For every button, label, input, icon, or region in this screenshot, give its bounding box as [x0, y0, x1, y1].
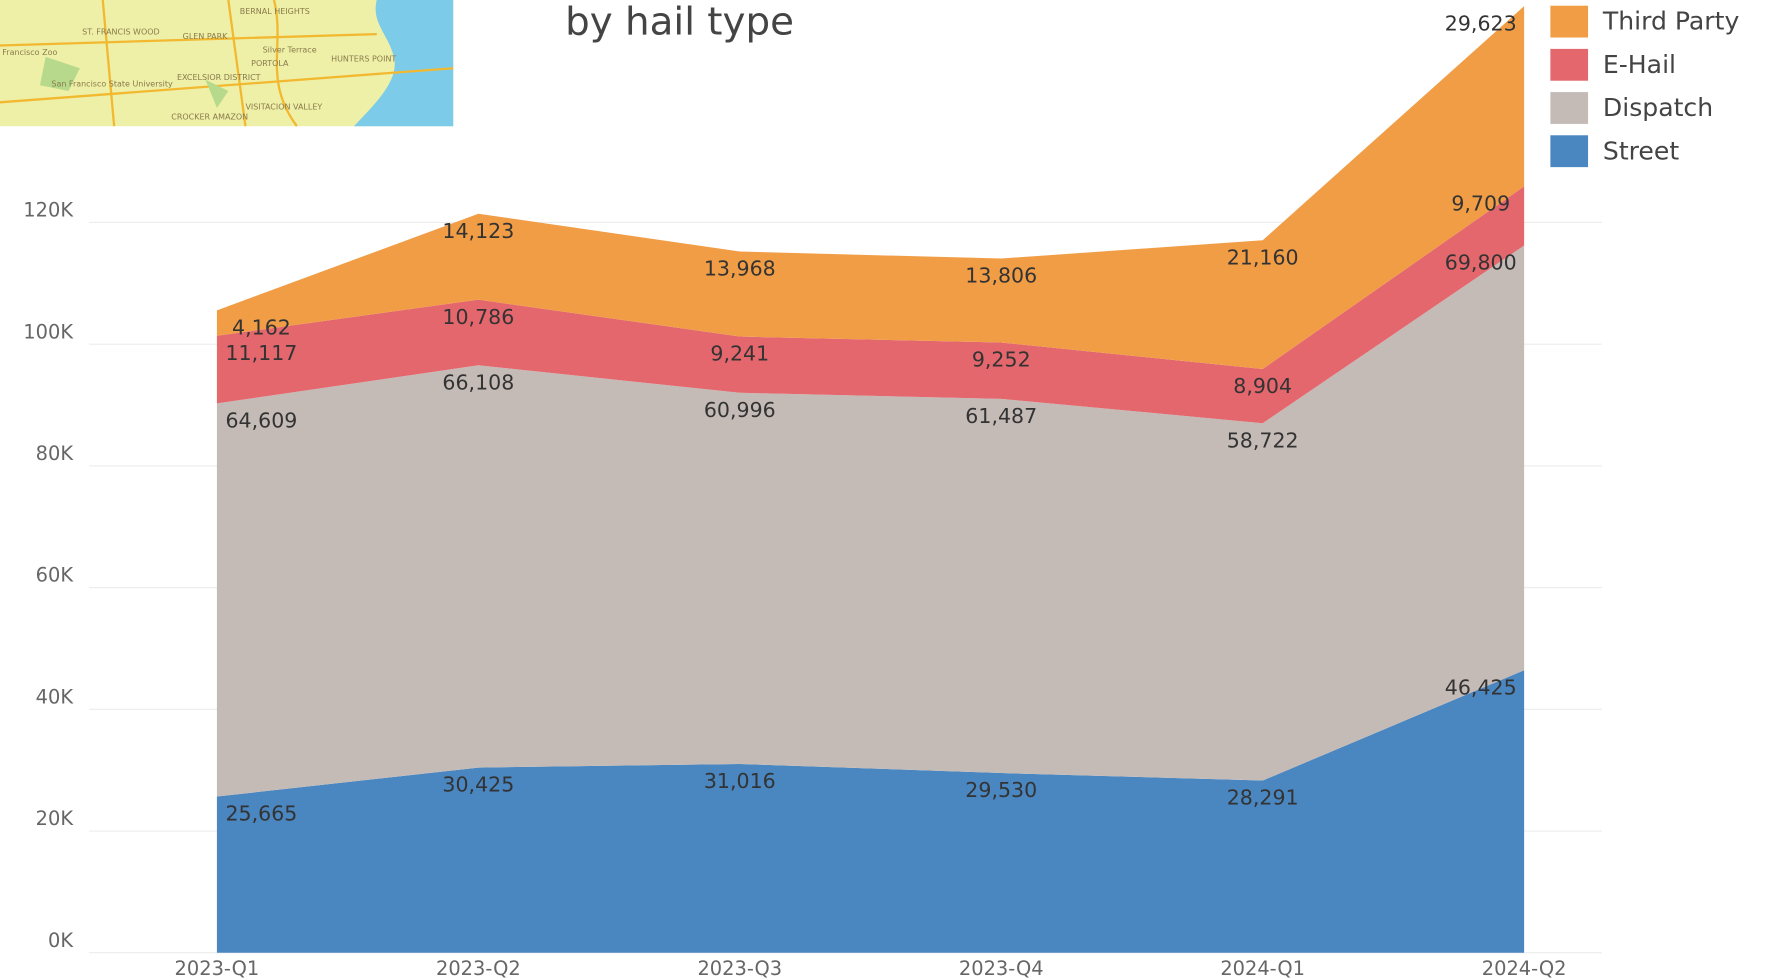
y-tick-label: 20K [36, 807, 75, 830]
data-label: 58,722 [1227, 428, 1299, 452]
area [216, 6, 1525, 370]
map-label: HUNTERS POINT [331, 55, 396, 64]
area [216, 670, 1525, 953]
data-label: 21,160 [1227, 245, 1299, 269]
data-label: 46,425 [1445, 675, 1517, 699]
y-tick-label: 40K [36, 685, 75, 708]
x-tick-label: 2024-Q1 [1220, 957, 1305, 980]
map-label: PORTOLA [251, 59, 289, 68]
x-tick-label: 2023-Q3 [697, 957, 782, 980]
map-label: Silver Terrace [263, 46, 317, 55]
legend-swatch [1550, 5, 1589, 38]
legend-label: Street [1603, 136, 1679, 165]
data-label: 69,800 [1445, 251, 1517, 275]
area [216, 186, 1525, 424]
map-label: EXCELSIOR DISTRICT [177, 73, 261, 82]
map-label: BERNAL HEIGHTS [240, 7, 310, 16]
data-label: 30,425 [442, 773, 514, 797]
map-roads [0, 0, 454, 127]
map-parks [39, 56, 229, 109]
y-tick-label: 100K [23, 320, 74, 343]
map-water [353, 0, 454, 127]
data-label: 11,117 [225, 341, 297, 365]
data-label: 8,904 [1233, 374, 1292, 398]
data-label: 29,530 [965, 778, 1037, 802]
data-label: 13,968 [704, 257, 776, 281]
data-label: 28,291 [1227, 786, 1299, 810]
legend-swatch [1550, 135, 1589, 168]
data-label: 31,016 [704, 769, 776, 793]
y-tick-label: 80K [36, 442, 75, 465]
map-label: GLEN PARK [183, 32, 229, 41]
data-label: 25,665 [225, 802, 297, 826]
legend-label: Dispatch [1603, 93, 1713, 122]
y-tick-label: 0K [48, 929, 74, 952]
map-label: VISITACION VALLEY [245, 102, 322, 111]
data-label: 66,108 [442, 371, 514, 395]
area [216, 245, 1525, 797]
data-label: 61,487 [965, 404, 1037, 428]
map-label: Francisco Zoo [2, 48, 57, 57]
map-thumbnail: ST. FRANCIS WOOD GLEN PARK BERNAL HEIGHTS S… [0, 0, 454, 127]
y-tick-label: 120K [23, 199, 74, 222]
legend-label: E-Hail [1603, 50, 1676, 79]
map-label: ST. FRANCIS WOOD [82, 27, 159, 36]
data-label: 4,162 [232, 316, 291, 340]
data-label: 13,806 [965, 264, 1037, 288]
y-tick-label: 60K [36, 564, 75, 587]
x-tick-label: 2023-Q4 [959, 957, 1044, 980]
x-tick-label: 2023-Q1 [175, 957, 260, 980]
x-tick-label: 2024-Q2 [1482, 957, 1567, 980]
legend-label: Third Party [1602, 7, 1740, 36]
map-label: CROCKER AMAZON [171, 113, 248, 122]
x-tick-label: 2023-Q2 [436, 957, 521, 980]
data-label: 29,623 [1445, 11, 1517, 35]
data-label: 9,241 [710, 342, 769, 366]
data-label: 60,996 [704, 398, 776, 422]
map-label: San Francisco State University [51, 80, 173, 89]
legend-swatch [1550, 48, 1589, 81]
data-label: 9,709 [1451, 192, 1510, 216]
data-label: 10,786 [442, 305, 514, 329]
data-label: 9,252 [972, 348, 1031, 372]
chart-title: by hail type [565, 0, 794, 44]
legend-swatch [1550, 92, 1589, 124]
data-label: 14,123 [442, 219, 514, 243]
data-label: 64,609 [225, 409, 297, 433]
